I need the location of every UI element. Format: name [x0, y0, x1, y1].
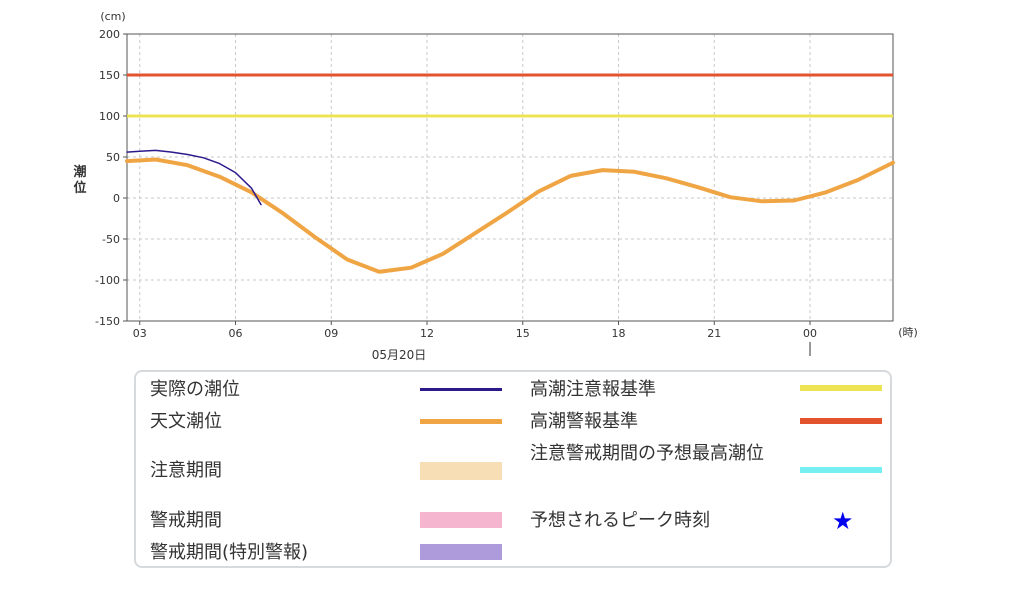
plot-area	[127, 34, 893, 321]
chart-svg: 200 150 100 50 0 -50 -100 -150 03 06 09 12 15 18 21 00 (…	[73, 10, 918, 362]
legend-swatch-emergency-period	[420, 544, 502, 560]
date-label: 05月20日	[372, 348, 427, 362]
legend-label-peak-time: 予想されるピーク時刻	[530, 510, 710, 531]
legend-label-forecast-max: 注意警戒期間の予想最高潮位	[530, 443, 764, 464]
y-tick-label: -50	[102, 233, 120, 246]
legend-swatch-warning-period	[420, 512, 502, 528]
legend-swatch-forecast-max	[800, 467, 882, 473]
legend-panel: 実際の潮位 天文潮位 注意期間 警戒期間 警戒期間(特別警報) 高潮注意報基準 …	[134, 370, 892, 568]
x-tick-label: 03	[133, 327, 147, 340]
x-unit-label: (時)	[898, 326, 918, 339]
y-tick-label: 150	[99, 69, 120, 82]
y-axis-label: 潮	[73, 164, 86, 180]
legend-swatch-advisory-level	[800, 385, 882, 391]
legend-swatch-warning-level	[800, 418, 882, 424]
tide-chart: 200 150 100 50 0 -50 -100 -150 03 06 09 12 15 18 21 00 (…	[73, 10, 918, 362]
y-tick-label: -150	[95, 315, 120, 328]
y-tick-label: 100	[99, 110, 120, 123]
x-tick-label: 00	[803, 327, 817, 340]
y-tick-label: 200	[99, 28, 120, 41]
legend-swatch-caution-period	[420, 462, 502, 480]
legend-label-emergency-period: 警戒期間(特別警報)	[150, 542, 309, 563]
legend-label-astronomical: 天文潮位	[150, 411, 222, 432]
star-icon: ★	[832, 507, 854, 535]
x-tick-label: 06	[229, 327, 243, 340]
plot-frame	[126, 33, 894, 322]
legend-swatch-astronomical	[420, 419, 502, 424]
actual-tide-line	[126, 149, 262, 206]
x-tick-label: 15	[516, 327, 530, 340]
x-tick-label: 09	[324, 327, 338, 340]
legend-swatch-actual	[420, 388, 502, 391]
legend-label-warning-period: 警戒期間	[150, 510, 222, 531]
x-tick-label: 21	[707, 327, 721, 340]
legend-label-caution-period: 注意期間	[150, 460, 222, 481]
y-tick-label: 0	[113, 192, 120, 205]
y-axis-label: 位	[73, 180, 86, 196]
x-tick-label: 12	[420, 327, 434, 340]
legend-label-actual: 実際の潮位	[150, 379, 240, 400]
y-unit-label: (cm)	[100, 10, 125, 23]
legend-label-warning-level: 高潮警報基準	[530, 411, 638, 432]
y-tick-label: 50	[106, 151, 120, 164]
legend-label-advisory-level: 高潮注意報基準	[530, 379, 656, 400]
y-tick-label: -100	[95, 274, 120, 287]
x-tick-label: 18	[612, 327, 626, 340]
